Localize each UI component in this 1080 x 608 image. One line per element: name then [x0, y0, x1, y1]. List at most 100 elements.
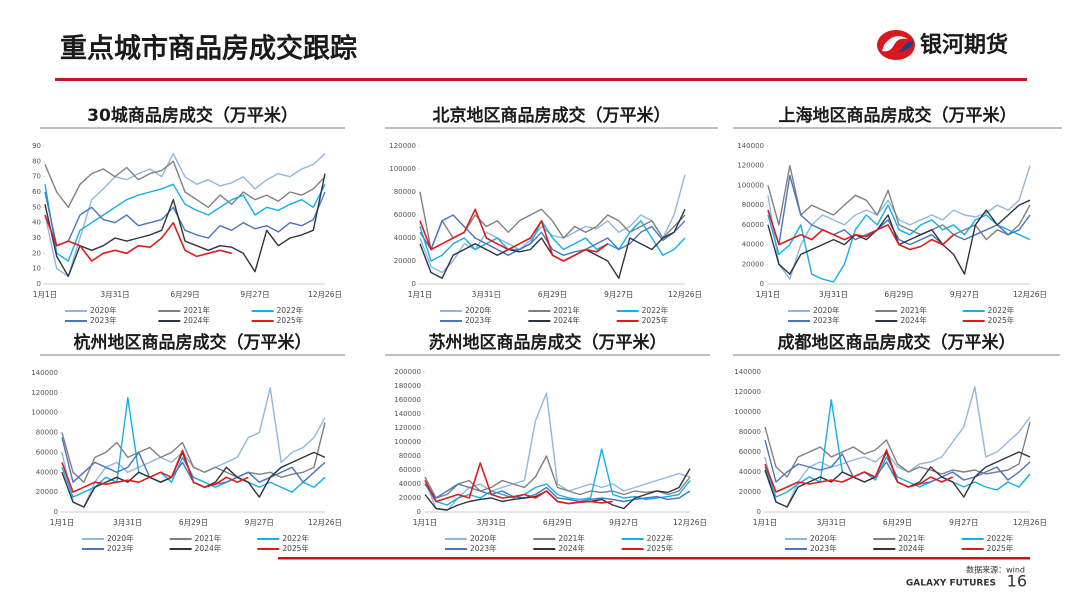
x-tick-label: 12月26日: [673, 518, 707, 527]
legend-label: 2021年: [898, 533, 925, 543]
y-tick-label: 0: [37, 280, 41, 288]
x-tick-label: 1月1日: [413, 518, 438, 527]
y-tick-label: 20000: [36, 488, 58, 496]
y-tick-label: 60000: [399, 466, 421, 474]
legend-label: 2021年: [558, 533, 585, 543]
legend-label: 2025年: [282, 543, 309, 553]
legend-label: 2024年: [195, 543, 222, 553]
x-tick-label: 1月1日: [408, 290, 433, 299]
y-tick-label: 40000: [742, 241, 764, 249]
legend-label: 2023年: [107, 543, 134, 553]
x-tick-label: 12月26日: [308, 518, 342, 527]
footer-rule: [278, 557, 1030, 560]
slide-title: 重点城市商品房成交跟踪: [60, 33, 357, 65]
legend-label: 2023年: [465, 315, 492, 325]
y-tick-label: 100000: [394, 438, 421, 446]
y-tick-label: 0: [760, 280, 764, 288]
legend-label: 2025年: [987, 543, 1014, 553]
legend-label: 2021年: [900, 305, 927, 315]
y-tick-label: 180000: [394, 382, 421, 390]
series-line: [424, 468, 691, 511]
y-tick-label: 200000: [394, 368, 421, 376]
y-tick-label: 80: [32, 157, 41, 165]
legend-label: 2020年: [470, 533, 497, 543]
series-line: [764, 421, 1031, 478]
x-tick-label: 6月29日: [884, 290, 913, 299]
series-line: [419, 214, 686, 256]
legend-label: 2024年: [183, 315, 210, 325]
legend-label: 2025年: [277, 315, 304, 325]
legend-label: 2025年: [642, 315, 669, 325]
x-tick-label: 12月26日: [308, 290, 342, 299]
series-line: [419, 208, 609, 262]
legend-label: 2024年: [553, 315, 580, 325]
legend-label: 2022年: [647, 533, 674, 543]
legend-label: 2023年: [90, 315, 117, 325]
x-tick-label: 3月31日: [100, 290, 129, 299]
series-line: [61, 451, 326, 508]
series-line: [44, 183, 326, 262]
y-tick-label: 0: [417, 508, 421, 516]
y-tick-label: 100000: [737, 181, 764, 189]
series-line: [419, 208, 686, 279]
y-tick-label: 120000: [31, 389, 58, 397]
y-tick-label: 20000: [394, 257, 416, 265]
series-line: [764, 399, 1031, 498]
x-tick-label: 12月26日: [668, 290, 702, 299]
x-tick-label: 9月27日: [604, 290, 633, 299]
y-tick-label: 0: [54, 508, 58, 516]
y-tick-label: 0: [412, 280, 416, 288]
y-tick-label: 20000: [399, 494, 421, 502]
series-line: [424, 448, 691, 506]
y-tick-label: 120000: [737, 162, 764, 170]
y-tick-label: 20000: [739, 488, 761, 496]
y-tick-label: 20000: [742, 260, 764, 268]
legend-label: 2021年: [553, 305, 580, 315]
x-tick-label: 3月31日: [819, 290, 848, 299]
y-tick-label: 80000: [394, 188, 416, 196]
series-line: [764, 386, 1031, 508]
y-tick-label: 50: [32, 203, 41, 211]
x-tick-label: 3月31日: [472, 290, 501, 299]
legend-label: 2020年: [465, 305, 492, 315]
series-line: [61, 449, 249, 493]
x-tick-label: 6月29日: [179, 518, 208, 527]
series-line: [764, 449, 954, 493]
legend-label: 2020年: [90, 305, 117, 315]
x-tick-label: 3月31日: [477, 518, 506, 527]
series-line: [419, 174, 686, 274]
legend-label: 2025年: [647, 543, 674, 553]
x-tick-label: 6月29日: [883, 518, 912, 527]
x-tick-label: 6月29日: [170, 290, 199, 299]
y-tick-label: 10: [32, 265, 41, 273]
legend-label: 2022年: [277, 305, 304, 315]
legend-label: 2022年: [642, 305, 669, 315]
y-tick-label: 80000: [739, 428, 761, 436]
y-tick-label: 100000: [31, 409, 58, 417]
header-rule: [55, 78, 1027, 81]
series-line: [44, 173, 326, 277]
x-tick-label: 3月31日: [113, 518, 142, 527]
x-tick-label: 12月26日: [1013, 518, 1047, 527]
y-tick-label: 80000: [742, 201, 764, 209]
y-tick-label: 160000: [394, 396, 421, 404]
legend-label: 2025年: [988, 315, 1015, 325]
y-tick-label: 60000: [36, 448, 58, 456]
y-tick-label: 40000: [36, 468, 58, 476]
y-tick-label: 60000: [739, 448, 761, 456]
series-line: [44, 160, 326, 208]
chart-title: 30城商品房成交（万平米）: [87, 105, 298, 126]
y-tick-label: 100000: [389, 165, 416, 173]
y-tick-label: 140000: [737, 142, 764, 150]
logo-text: 银河期货: [920, 32, 1008, 58]
y-tick-label: 30: [32, 234, 41, 242]
y-tick-label: 80000: [399, 452, 421, 460]
y-tick-label: 120000: [734, 388, 761, 396]
y-tick-label: 0: [757, 508, 761, 516]
series-line: [767, 165, 1031, 280]
series-line: [424, 462, 613, 505]
series-line: [767, 209, 955, 251]
chart-title: 苏州地区商品房成交（万平米）: [429, 332, 667, 353]
y-tick-label: 90: [32, 142, 41, 150]
